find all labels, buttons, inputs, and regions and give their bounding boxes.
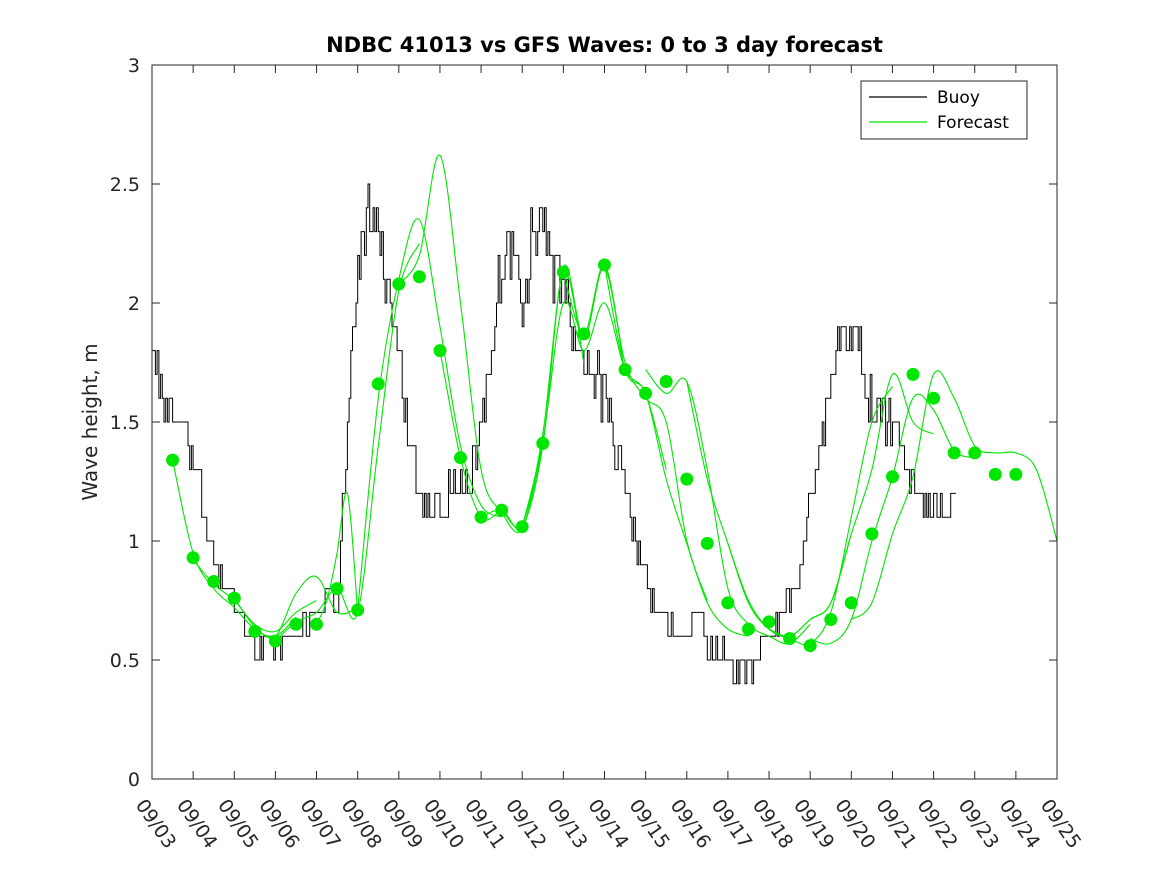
forecast-marker bbox=[166, 453, 180, 467]
forecast-marker bbox=[207, 575, 221, 588]
forecast-marker bbox=[927, 391, 941, 405]
x-tick-label: 09/04 bbox=[172, 795, 221, 852]
x-tick-label: 09/24 bbox=[995, 795, 1044, 852]
forecast-marker bbox=[844, 596, 858, 610]
chart-title: NDBC 41013 vs GFS Waves: 0 to 3 day fore… bbox=[326, 33, 883, 57]
forecast-marker bbox=[330, 582, 344, 596]
x-tick-label: 09/12 bbox=[501, 795, 550, 852]
forecast-marker bbox=[721, 596, 735, 610]
y-tick-label: 0 bbox=[128, 769, 140, 791]
y-tick-label: 2 bbox=[128, 293, 140, 315]
y-tick-label: 1 bbox=[128, 531, 140, 553]
y-tick-label: 2.5 bbox=[110, 174, 140, 196]
forecast-marker bbox=[988, 467, 1002, 481]
forecast-marker bbox=[392, 277, 406, 291]
forecast-marker bbox=[536, 436, 550, 450]
x-tick-label: 09/16 bbox=[666, 795, 715, 852]
forecast-marker bbox=[310, 617, 323, 631]
x-tick-label: 09/03 bbox=[131, 795, 180, 852]
forecast-marker bbox=[556, 265, 570, 279]
forecast-series-line-12 bbox=[603, 264, 749, 637]
forecast-marker bbox=[659, 375, 673, 388]
x-tick-label: 09/10 bbox=[419, 795, 468, 852]
forecast-series-line-18 bbox=[850, 370, 1058, 620]
forecast-marker bbox=[289, 617, 303, 631]
forecast-marker bbox=[618, 363, 632, 377]
forecast-marker bbox=[1009, 467, 1023, 481]
forecast-marker bbox=[371, 377, 385, 391]
buoy-series-line bbox=[152, 183, 956, 685]
forecast-marker bbox=[762, 615, 776, 629]
y-axis-title: Wave height, m bbox=[78, 343, 102, 500]
forecast-marker bbox=[474, 510, 488, 524]
forecast-series-line-13 bbox=[645, 369, 811, 645]
x-tick-label: 09/15 bbox=[625, 795, 674, 852]
forecast-marker bbox=[968, 446, 982, 460]
forecast-marker bbox=[454, 451, 467, 465]
forecast-marker bbox=[412, 270, 426, 284]
forecast-series-line-9 bbox=[480, 264, 626, 530]
x-tick-label: 09/11 bbox=[460, 795, 509, 852]
x-tick-label: 09/20 bbox=[830, 795, 879, 852]
forecast-marker bbox=[639, 386, 653, 400]
x-tick-label: 09/22 bbox=[912, 795, 961, 852]
y-tick-label: 1.5 bbox=[110, 412, 140, 434]
axes-frame bbox=[151, 64, 1058, 780]
forecast-marker bbox=[351, 603, 365, 617]
x-tick-label: 09/17 bbox=[707, 795, 756, 852]
x-tick-label: 09/23 bbox=[954, 795, 1003, 852]
forecast-series-line-16 bbox=[768, 373, 934, 637]
forecast-marker bbox=[886, 470, 899, 484]
x-tick-label: 09/18 bbox=[748, 795, 797, 852]
forecast-marker bbox=[742, 622, 755, 636]
forecast-marker bbox=[700, 536, 714, 550]
x-tick-label: 09/19 bbox=[789, 795, 838, 852]
forecast-marker bbox=[268, 634, 282, 648]
forecast-marker bbox=[186, 551, 200, 565]
legend-label: Buoy bbox=[937, 88, 980, 108]
forecast-series-line-10 bbox=[521, 300, 667, 527]
forecast-marker bbox=[515, 520, 529, 534]
forecast-marker bbox=[865, 527, 879, 541]
forecast-marker bbox=[906, 367, 920, 381]
x-tick-label: 09/07 bbox=[295, 795, 344, 852]
forecast-marker bbox=[947, 446, 961, 460]
plot-area bbox=[152, 154, 1058, 685]
forecast-marker bbox=[577, 327, 591, 341]
legend-label: Forecast bbox=[937, 113, 1009, 133]
y-tick-label: 0.5 bbox=[110, 650, 140, 672]
legend-box bbox=[860, 80, 1028, 140]
y-tick-label: 3 bbox=[128, 55, 140, 77]
x-tick-label: 09/08 bbox=[337, 795, 386, 852]
forecast-series-line-14 bbox=[686, 381, 852, 638]
forecast-series-line-6 bbox=[357, 218, 502, 611]
x-tick-label: 09/13 bbox=[542, 795, 591, 852]
x-tick-label: 09/09 bbox=[378, 795, 427, 852]
x-tick-label: 09/21 bbox=[871, 795, 920, 852]
forecast-marker bbox=[680, 472, 694, 486]
forecast-marker bbox=[783, 632, 797, 646]
legend: Buoy Forecast bbox=[860, 80, 1028, 140]
forecast-marker bbox=[495, 503, 509, 517]
forecast-series-line-11 bbox=[562, 264, 708, 601]
forecast-marker bbox=[227, 591, 241, 605]
forecast-series-line-15 bbox=[727, 386, 893, 646]
forecast-series-line-7 bbox=[398, 154, 544, 534]
forecast-marker bbox=[803, 639, 817, 653]
forecast-marker bbox=[598, 258, 611, 272]
x-tick-label: 09/14 bbox=[583, 795, 632, 852]
forecast-series-line-5 bbox=[315, 491, 359, 625]
x-tick-label: 09/25 bbox=[1036, 795, 1085, 852]
x-tick-label: 09/05 bbox=[213, 795, 262, 852]
forecast-marker bbox=[433, 344, 447, 358]
forecast-marker bbox=[248, 624, 262, 638]
forecast-marker bbox=[824, 613, 838, 626]
x-tick-label: 09/06 bbox=[254, 795, 303, 852]
axes: 00.511.522.5309/0309/0409/0509/0609/0709… bbox=[110, 55, 1086, 853]
